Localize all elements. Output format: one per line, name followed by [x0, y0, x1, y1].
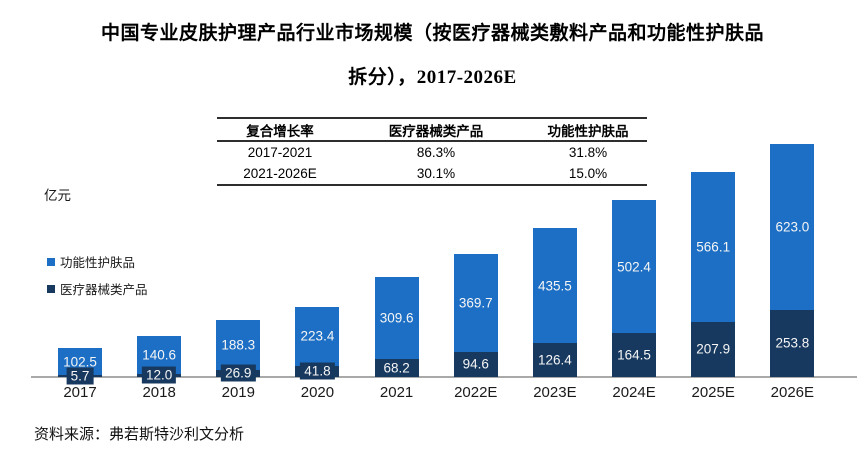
x-tick-label: 2019: [221, 384, 255, 401]
bar-value-label-medical: 26.9: [221, 364, 256, 382]
bar-value-label-medical: 68.2: [379, 359, 414, 377]
x-tick-label: 2025E: [691, 384, 735, 401]
bar-value-label-medical: 164.5: [613, 346, 655, 364]
page-title-line1: 中国专业皮肤护理产品行业市场规模（按医疗器械类敷料产品和功能性护肤品: [100, 23, 764, 44]
bar-value-label-medical: 126.4: [533, 351, 576, 369]
x-tick-label: 2022E: [454, 384, 498, 401]
cagr-functional-cell: 15.0%: [568, 166, 608, 181]
legend-swatch-medical-icon: [47, 284, 55, 293]
legend-swatch-functional-icon: [47, 257, 55, 266]
x-tick-label: 2023E: [533, 384, 577, 401]
table-row-2021-2026E: 2021-2026E 30.1% 15.0%: [217, 163, 647, 185]
bar-value-label-functional: 502.4: [613, 258, 655, 276]
chart-legend: 功能性护肤品 医疗器械类产品: [47, 252, 148, 306]
cagr-table: 复合增长率 医疗器械类产品 功能性护肤品 2017-2021 86.3% 31.…: [217, 117, 647, 186]
x-tick-label: 2026E: [770, 384, 815, 401]
bar-value-label-medical: 12.0: [142, 366, 177, 384]
bar-value-label-functional: 435.5: [533, 277, 576, 295]
x-tick-label: 2017: [63, 384, 97, 401]
cagr-header-medical: 医疗器械类产品: [343, 118, 529, 142]
cagr-functional-cell: 31.8%: [568, 145, 608, 160]
table-row-2017-2021: 2017-2021 86.3% 31.8%: [217, 141, 647, 163]
x-tick-label: 2024E: [612, 384, 656, 401]
cagr-period-cell: 2021-2026E: [243, 166, 317, 181]
legend-item-functional: 功能性护肤品: [47, 252, 148, 271]
bar-value-label-medical: 94.6: [458, 355, 493, 373]
x-axis-line: [31, 376, 857, 378]
bar-value-label-functional: 140.6: [138, 346, 181, 364]
cagr-period-cell: 2017-2021: [247, 145, 313, 160]
cagr-table-header-row: 复合增长率 医疗器械类产品 功能性护肤品: [217, 118, 647, 142]
x-tick-label: 2021: [379, 384, 414, 401]
bar-value-label-functional: 188.3: [217, 336, 260, 354]
cagr-header-functional: 功能性护肤品: [529, 118, 647, 142]
legend-label-medical: 医疗器械类产品: [60, 283, 148, 297]
bar-value-label-medical: 207.9: [692, 340, 735, 358]
bar-value-label-medical: 41.8: [300, 362, 335, 380]
bar-value-label-functional: 623.0: [771, 218, 814, 236]
legend-item-medical: 医疗器械类产品: [47, 279, 148, 298]
cagr-medical-cell: 86.3%: [416, 145, 456, 160]
bar-value-label-functional: 309.6: [375, 309, 418, 327]
legend-label-functional: 功能性护肤品: [60, 256, 136, 270]
bar-value-label-functional: 566.1: [692, 238, 735, 256]
x-tick-label: 2020: [300, 384, 335, 401]
cagr-medical-cell: 30.1%: [416, 166, 456, 181]
x-tick-label: 2018: [142, 384, 176, 401]
bar-value-label-functional: 223.4: [296, 327, 339, 345]
bar-value-label-medical: 253.8: [771, 334, 814, 352]
page-title-line2: 拆分），2017-2026E: [348, 67, 517, 88]
bar-value-label-functional: 102.5: [59, 353, 101, 371]
bar-value-label-medical: 5.7: [66, 367, 94, 385]
bar-value-label-functional: 369.7: [454, 294, 497, 312]
source-note: 资料来源：弗若斯特沙利文分析: [34, 427, 245, 443]
y-axis-unit-label: 亿元: [44, 188, 71, 203]
cagr-header-metric: 复合增长率: [217, 118, 343, 142]
